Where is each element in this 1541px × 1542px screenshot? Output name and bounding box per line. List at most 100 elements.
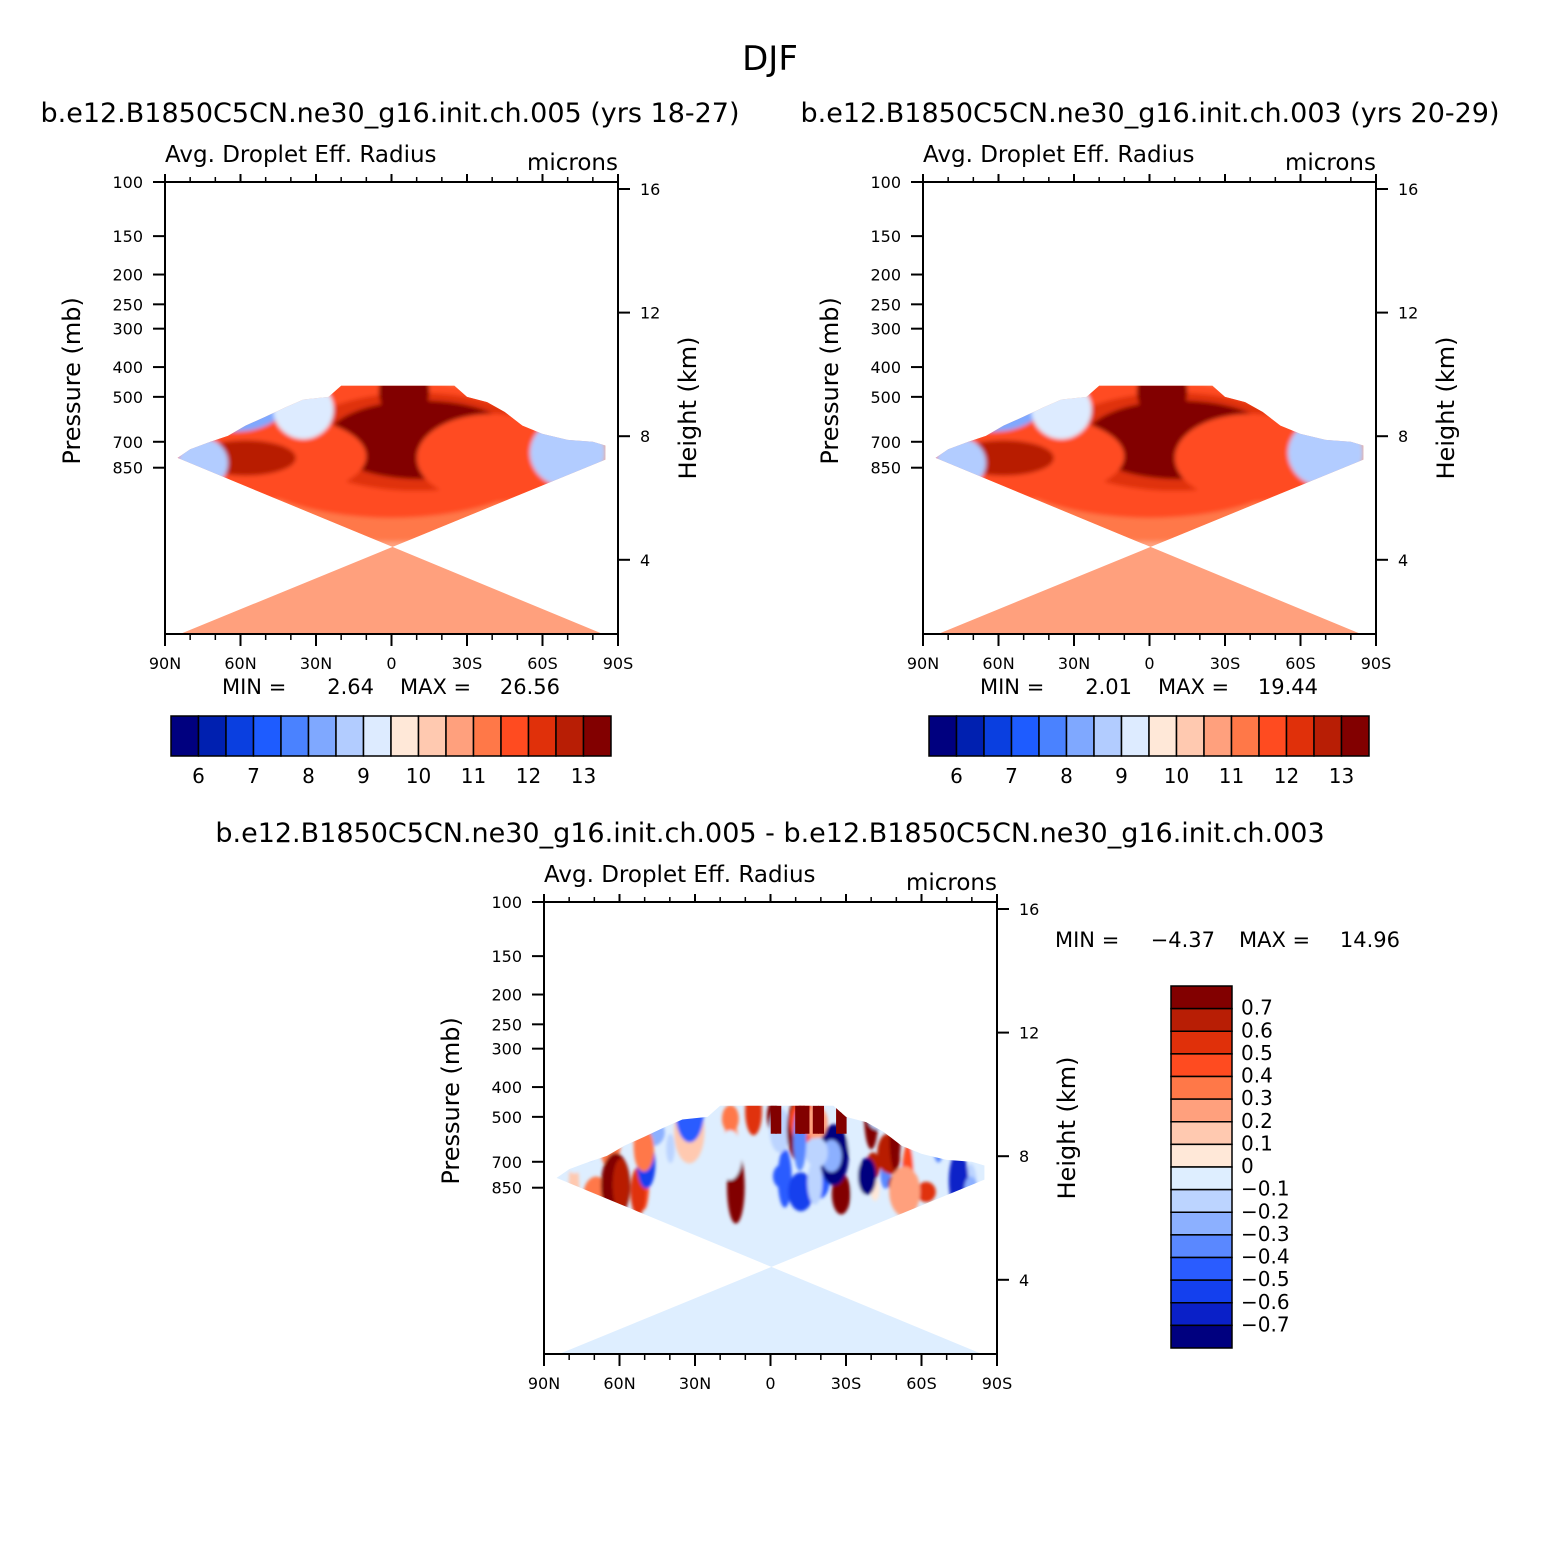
- x-tick-label: 60N: [603, 1374, 635, 1393]
- panel-1-title: b.e12.B1850C5CN.ne30_g16.init.ch.005 (yr…: [40, 98, 739, 129]
- colorbar-swatch: [1093, 715, 1123, 757]
- y-right-tick-label: 8: [1398, 427, 1408, 446]
- colorbar-swatch: [1170, 985, 1233, 1010]
- colorbar-label: 0.1: [1241, 1131, 1273, 1155]
- y-tick-label: 850: [112, 459, 143, 478]
- colorbar-label: 12: [516, 764, 541, 788]
- colorbar-label: 6: [192, 764, 205, 788]
- y-right-tick-label: 12: [1019, 1024, 1039, 1043]
- colorbar-label: 0: [1241, 1154, 1254, 1178]
- colorbar-swatch: [472, 715, 502, 757]
- colorbar-swatch: [1258, 715, 1288, 757]
- y-tick-label: 400: [491, 1078, 522, 1097]
- colorbar-swatch: [362, 715, 392, 757]
- y-right-tick-label: 8: [640, 427, 650, 446]
- colorbar-swatch: [582, 715, 612, 757]
- colorbar-swatch: [1170, 1166, 1233, 1191]
- colorbar-swatch: [335, 715, 365, 757]
- colorbar-swatch: [252, 715, 282, 757]
- colorbar-swatch: [1285, 715, 1315, 757]
- colorbar-swatch: [280, 715, 310, 757]
- x-tick-label: 30N: [1058, 654, 1090, 673]
- y-tick-label: 250: [112, 295, 143, 314]
- colorbar-label: 7: [247, 764, 260, 788]
- colorbar-label: 11: [461, 764, 486, 788]
- x-tick-label: 0: [1144, 654, 1154, 673]
- y-right-tick-label: 12: [640, 304, 660, 323]
- x-tick-label: 0: [765, 1374, 775, 1393]
- colorbar-swatch: [928, 715, 958, 757]
- colorbar-label: −0.2: [1241, 1199, 1290, 1223]
- colorbar-swatch: [1170, 1324, 1233, 1349]
- x-tick-label: 30N: [679, 1374, 711, 1393]
- y-tick-label: 300: [112, 320, 143, 339]
- colorbar-vertical: 0.70.60.50.40.30.20.10−0.1−0.2−0.3−0.4−0…: [1170, 985, 1290, 1349]
- panel-subtitle: Avg. Droplet Eff. Radius: [544, 862, 816, 888]
- colorbar-label: −0.4: [1241, 1245, 1290, 1269]
- colorbar-label: 9: [357, 764, 370, 788]
- colorbar-swatch: [1170, 1030, 1233, 1055]
- colorbar-swatch: [555, 715, 585, 757]
- max-label: MAX =: [1239, 928, 1310, 952]
- max-value: 19.44: [1258, 675, 1318, 699]
- colorbar-swatch: [1170, 1075, 1233, 1100]
- colorbar-swatch: [1170, 1256, 1233, 1281]
- panel-units: microns: [527, 150, 618, 176]
- panel-units: microns: [1285, 150, 1376, 176]
- x-tick-label: 90S: [603, 654, 634, 673]
- colorbar-label: 0.5: [1241, 1041, 1273, 1065]
- colorbar-label: 13: [571, 764, 596, 788]
- y-tick-label: 100: [112, 173, 143, 192]
- colorbar-swatch: [1170, 1188, 1233, 1213]
- colorbar-swatch: [1170, 1121, 1233, 1146]
- colorbar: 6 7 8 9 10 11 12 13: [170, 715, 612, 788]
- y-tick-label: 250: [870, 295, 901, 314]
- x-tick-label: 90S: [982, 1374, 1013, 1393]
- contour-field: [935, 385, 1364, 634]
- y-tick-label: 150: [491, 947, 522, 966]
- y-tick-label: 150: [870, 227, 901, 246]
- colorbar-swatch: [1170, 1211, 1233, 1236]
- y-right-axis-label: Height (km): [674, 337, 702, 480]
- colorbar-swatch: [1170, 1053, 1233, 1078]
- x-tick-label: 60S: [906, 1374, 937, 1393]
- y-right-tick-label: 16: [1398, 180, 1418, 199]
- min-label: MIN =: [222, 675, 286, 699]
- colorbar-label: 0.7: [1241, 996, 1273, 1020]
- colorbar-swatch: [390, 715, 420, 757]
- y-tick-label: 250: [491, 1015, 522, 1034]
- min-label: MIN =: [980, 675, 1044, 699]
- y-tick-label: 200: [491, 986, 522, 1005]
- colorbar-label: 0.2: [1241, 1109, 1273, 1133]
- colorbar-swatch: [1120, 715, 1150, 757]
- colorbar: 6 7 8 9 10 11 12 13: [928, 715, 1370, 788]
- colorbar-label: −0.1: [1241, 1177, 1290, 1201]
- min-max-readout: MIN = 2.64 MAX = 26.56: [222, 675, 560, 699]
- min-value: 2.64: [327, 675, 374, 699]
- colorbar-label: 8: [302, 764, 315, 788]
- min-max-readout: MIN = 2.01 MAX = 19.44: [980, 675, 1318, 699]
- y-tick-label: 300: [870, 320, 901, 339]
- x-tick-label: 90S: [1361, 654, 1392, 673]
- contour-field: [556, 1105, 985, 1354]
- x-tick-label: 90N: [528, 1374, 560, 1393]
- x-tick-label: 30S: [831, 1374, 862, 1393]
- y-tick-label: 400: [870, 358, 901, 377]
- y-tick-label: 850: [870, 459, 901, 478]
- panel-subtitle: Avg. Droplet Eff. Radius: [165, 142, 437, 168]
- x-tick-label: 0: [386, 654, 396, 673]
- y-tick-label: 850: [491, 1179, 522, 1198]
- y-tick-label: 100: [491, 893, 522, 912]
- colorbar-swatch: [1230, 715, 1260, 757]
- colorbar-label: 0.3: [1241, 1086, 1273, 1110]
- y-right-tick-label: 4: [640, 551, 650, 570]
- colorbar-swatch: [417, 715, 447, 757]
- y-tick-label: 700: [870, 433, 901, 452]
- y-tick-label: 500: [491, 1108, 522, 1127]
- colorbar-swatch: [983, 715, 1013, 757]
- y-tick-label: 200: [112, 266, 143, 285]
- y-tick-label: 500: [112, 388, 143, 407]
- colorbar-swatch: [1203, 715, 1233, 757]
- panel-subtitle: Avg. Droplet Eff. Radius: [923, 142, 1195, 168]
